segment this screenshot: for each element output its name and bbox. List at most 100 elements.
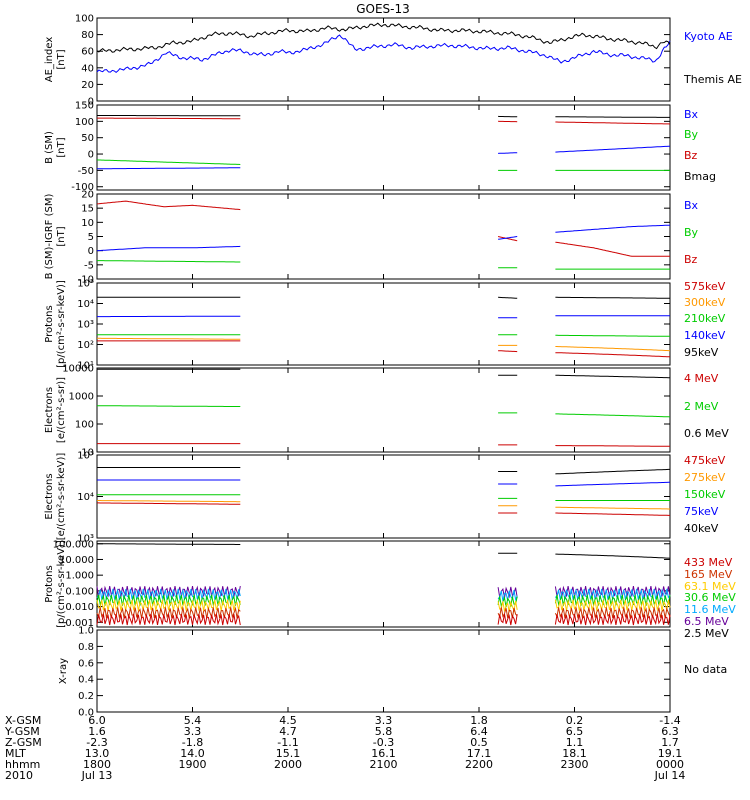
x-axis-row-label: hhmm: [5, 758, 40, 771]
series-line-63-1-mev: [554, 599, 671, 612]
y-tick-label: -5: [84, 260, 94, 271]
series-line-63-1-mev: [96, 599, 241, 612]
y-axis-label: [nT]: [56, 49, 67, 69]
legend-entry: No data: [684, 663, 727, 676]
series-line-bmag: [555, 116, 670, 118]
series-line-2-mev: [97, 405, 241, 407]
x-axis-value: 0.5: [470, 736, 488, 749]
x-axis-value: 1.7: [661, 736, 679, 749]
y-tick-label: 20: [81, 190, 94, 201]
x-axis-value: 6.0: [88, 714, 106, 727]
series-line-95kev: [555, 296, 670, 299]
x-axis-value: 0000: [656, 758, 684, 771]
series-line-95kev: [498, 296, 518, 299]
y-axis-label: [nT]: [56, 226, 67, 246]
x-axis-value: 3.3: [375, 714, 393, 727]
x-axis-value: -1.8: [182, 736, 203, 749]
x-axis-value: 18.1: [562, 747, 587, 760]
series-line-75kev: [555, 481, 670, 487]
y-tick-label: 0.001: [65, 618, 94, 629]
y-tick-label: 1000: [69, 392, 94, 403]
x-axis-value: 2000: [274, 758, 302, 771]
x-axis-value: 16.1: [371, 747, 396, 760]
y-axis-label: Protons: [44, 305, 55, 342]
series-line-11-6-mev: [96, 588, 241, 601]
x-axis-value: 6.4: [470, 725, 488, 738]
y-tick-label: 10: [81, 218, 94, 229]
y-tick-label: 80: [81, 30, 94, 41]
y-axis-label: [p/(cm²-s-sr-keV)]: [56, 280, 67, 368]
y-tick-label: 0.100: [65, 586, 94, 597]
y-tick-label: 40: [81, 63, 94, 74]
y-tick-label: 0.6: [78, 658, 94, 669]
y-tick-label: -10: [78, 275, 94, 286]
series-line-bz: [97, 117, 241, 120]
series-line-275kev: [555, 506, 670, 510]
x-axis-value: 5.4: [184, 714, 202, 727]
legend-entry: 75keV: [684, 505, 719, 518]
y-tick-label: 150: [75, 101, 94, 112]
legend-entry: 95keV: [684, 346, 719, 359]
x-axis-row-label: X-GSM: [5, 714, 41, 727]
y-tick-label: -100: [71, 182, 94, 193]
series-line-433-mev: [497, 613, 518, 626]
legend-entry: 63.1 MeV: [684, 580, 736, 593]
series-line-by: [97, 260, 241, 263]
x-axis-value: 2300: [561, 758, 589, 771]
x-axis-value: 1800: [83, 758, 111, 771]
panel-frame: [96, 282, 671, 366]
y-tick-label: 10²: [77, 340, 94, 351]
panel-7: 0.001 0.010 0.100 1.000 10.000 100.000 Protons…: [44, 539, 736, 640]
x-axis-value: 4.5: [279, 714, 297, 727]
series-line-30-6-mev: [554, 594, 671, 607]
series-line-165-mev: [497, 607, 518, 619]
x-axis-value: 0.2: [566, 714, 584, 727]
legend-entry: 2.5 MeV: [684, 627, 729, 640]
y-tick-label: 100: [75, 420, 94, 431]
panel-4: 10¹ 10² 10³ 10⁴ 10⁵ Protons [p/(cm²-s-sr-keV)]…: [44, 279, 726, 372]
series-line-bx: [555, 224, 670, 233]
panel-8: 0.0 0.2 0.4 0.6 0.8 1.0 X-ray No data: [58, 626, 727, 719]
y-tick-label: 100.000: [53, 539, 94, 550]
y-tick-label: -50: [78, 166, 94, 177]
series-line-by: [96, 159, 241, 165]
series-line-bz: [497, 236, 518, 242]
series-line-2-mev: [555, 413, 671, 418]
series-line-165-mev: [96, 606, 241, 619]
legend-entry: 275keV: [684, 471, 726, 484]
panel-frame: [96, 367, 671, 453]
series-line-bz: [555, 241, 670, 257]
y-tick-label: 10³: [77, 320, 94, 331]
y-tick-label: 0: [88, 97, 94, 108]
y-tick-label: 60: [81, 47, 94, 58]
y-axis-label: [e/(cm²-s-sr-keV)]: [56, 453, 67, 541]
legend-entry: 300keV: [684, 296, 726, 309]
plot-title: GOES-13: [356, 2, 410, 16]
x-axis-value: -1.1: [277, 736, 298, 749]
legend-entry: 475keV: [684, 454, 726, 467]
y-tick-label: 100: [75, 14, 94, 25]
legend-entry: Bx: [684, 108, 699, 121]
series-line-575kev: [555, 352, 670, 358]
legend-entry: 165 MeV: [684, 568, 733, 581]
legend-entry: Kyoto AE: [684, 30, 733, 43]
series-line-2-5-mev: [555, 553, 671, 559]
x-axis-value: 2100: [370, 758, 398, 771]
panel-5: 10 100 1000 10000 Electrons [e/(cm²-s-sr)] 4 M…: [44, 364, 729, 459]
series-line-bx: [555, 145, 671, 153]
series-line-30-6-mev: [497, 596, 518, 609]
y-tick-label: 10.000: [59, 555, 94, 566]
x-axis-value: 1.8: [470, 714, 488, 727]
x-axis-value: 15.1: [276, 747, 301, 760]
legend-entry: 433 MeV: [684, 556, 733, 569]
x-axis-value: 1.1: [566, 736, 584, 749]
x-axis-value: 17.1: [467, 747, 492, 760]
panel-frame: [96, 104, 671, 191]
y-axis-label: B (SM): [44, 131, 55, 164]
panel-6: 10³ 10⁴ 10⁵ Electrons [e/(cm²-s-sr-keV)] 475k…: [44, 451, 726, 545]
y-tick-label: 10⁴: [77, 492, 94, 503]
x-axis-row-label: Z-GSM: [5, 736, 42, 749]
series-line-bx: [96, 167, 241, 170]
legend-entry: 2 MeV: [684, 400, 719, 413]
